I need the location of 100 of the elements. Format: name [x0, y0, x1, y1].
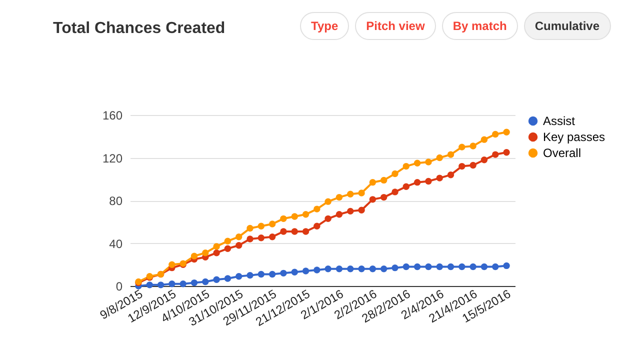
point	[492, 151, 499, 158]
point	[347, 190, 354, 198]
point	[447, 172, 454, 178]
point	[268, 270, 276, 278]
point	[480, 136, 488, 143]
point	[280, 215, 287, 222]
point	[146, 282, 153, 288]
point	[168, 280, 176, 288]
point	[470, 162, 476, 169]
point	[246, 272, 254, 279]
point	[369, 196, 376, 203]
point	[480, 156, 488, 164]
point	[236, 242, 242, 249]
point	[236, 273, 242, 280]
point	[336, 211, 343, 218]
point	[369, 266, 376, 272]
point	[402, 162, 410, 170]
point	[302, 228, 310, 235]
point	[414, 178, 421, 186]
legend-label: Key passes	[543, 130, 606, 144]
text: Cumulative	[524, 12, 611, 40]
point	[324, 198, 332, 205]
point	[358, 190, 365, 196]
point	[492, 130, 499, 138]
text: By match	[442, 12, 518, 40]
point	[414, 160, 421, 166]
point	[280, 228, 287, 235]
point	[358, 266, 365, 272]
point	[392, 188, 398, 196]
point	[190, 279, 198, 286]
point	[470, 263, 476, 270]
point	[224, 238, 232, 244]
point	[336, 194, 343, 201]
point	[392, 264, 398, 272]
point	[302, 211, 310, 218]
point	[380, 194, 388, 201]
point	[291, 213, 298, 220]
point	[236, 233, 242, 240]
point	[436, 174, 443, 182]
point	[268, 220, 276, 228]
point	[246, 236, 254, 242]
point	[503, 128, 510, 136]
point	[258, 222, 265, 230]
point	[291, 228, 298, 235]
point	[291, 268, 298, 276]
point	[369, 178, 376, 186]
point	[224, 275, 232, 282]
chart-title: Total Chances Created	[53, 20, 226, 38]
point	[190, 252, 198, 260]
point	[402, 183, 410, 190]
point	[447, 151, 454, 158]
point	[392, 170, 398, 178]
point	[492, 263, 499, 270]
point	[224, 245, 232, 252]
point	[314, 266, 320, 274]
point	[258, 270, 265, 278]
y-tick-label: 160	[102, 108, 123, 122]
legend-label: Overall	[543, 146, 582, 160]
point	[324, 266, 332, 272]
point	[213, 250, 220, 256]
point	[503, 149, 510, 156]
point	[470, 142, 476, 150]
point	[324, 215, 332, 222]
point	[347, 208, 354, 215]
point	[458, 144, 466, 150]
point	[380, 266, 388, 272]
legend-label: Assist	[543, 114, 576, 128]
text: Pitch view	[355, 12, 436, 40]
point	[347, 266, 354, 272]
point	[380, 176, 388, 184]
y-tick-label: 40	[109, 236, 123, 251]
point	[314, 206, 320, 212]
point	[402, 263, 410, 270]
point	[336, 266, 343, 272]
point	[246, 224, 254, 232]
point	[202, 250, 209, 256]
point	[302, 268, 310, 274]
point	[458, 162, 466, 170]
y-tick-label: 120	[102, 151, 123, 166]
point	[503, 262, 510, 270]
point	[436, 154, 443, 162]
point	[213, 243, 220, 250]
point	[213, 276, 220, 283]
point	[180, 280, 186, 288]
point	[258, 234, 265, 242]
text: Type	[300, 12, 350, 40]
point	[414, 263, 421, 270]
point	[425, 263, 432, 270]
point	[314, 222, 320, 230]
point	[480, 263, 488, 270]
point	[447, 263, 454, 270]
point	[280, 270, 287, 277]
point	[436, 263, 443, 270]
point	[458, 263, 466, 270]
point	[425, 178, 432, 185]
point	[425, 158, 432, 166]
point	[157, 282, 164, 288]
y-tick-label: 0	[116, 280, 123, 294]
point	[268, 233, 276, 240]
y-tick-label: 80	[109, 194, 123, 208]
